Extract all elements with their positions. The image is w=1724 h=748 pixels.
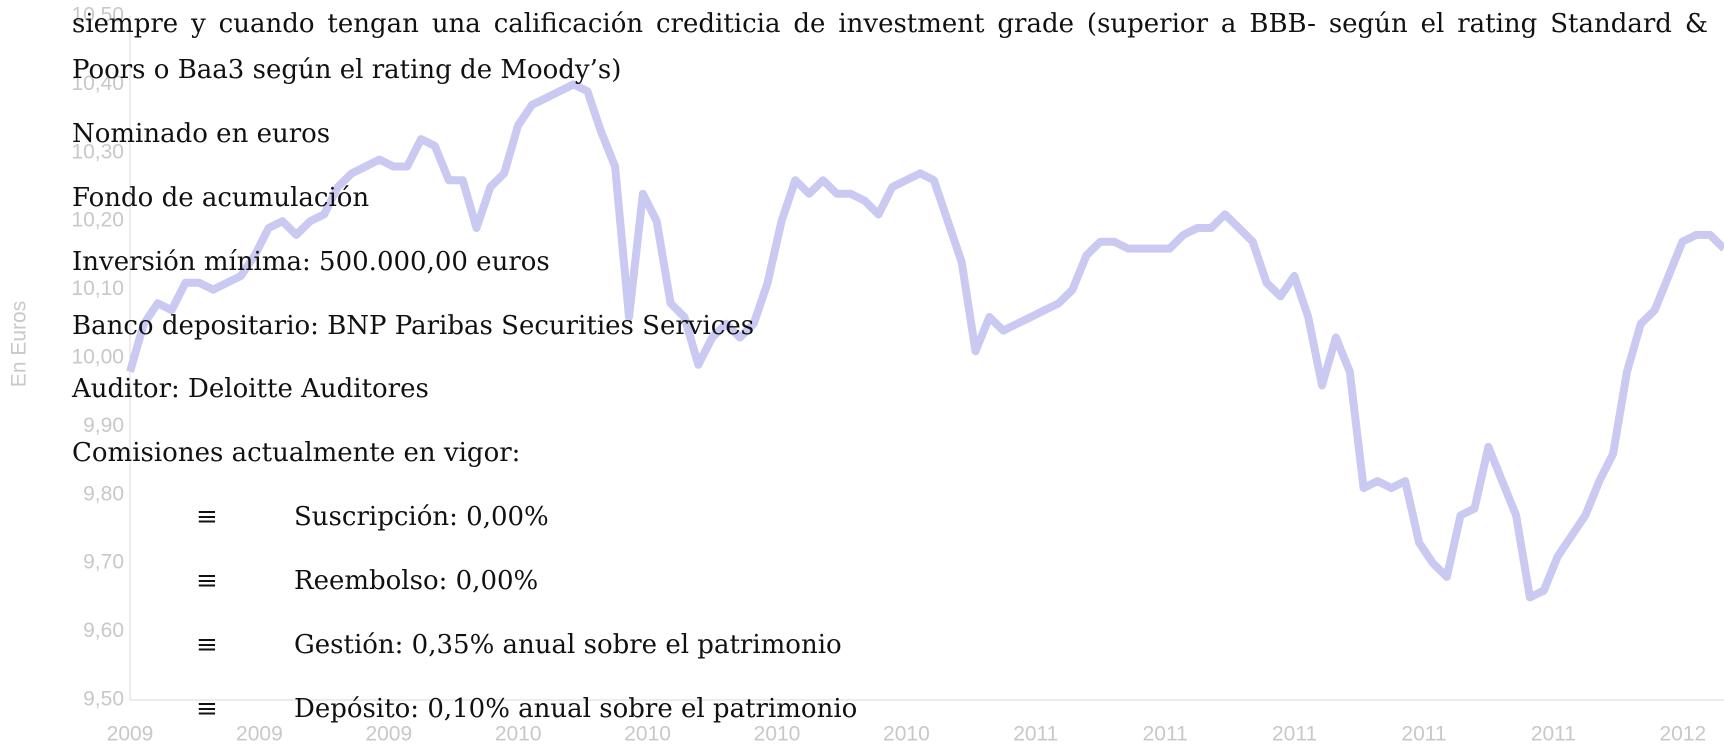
paragraph: Inversión mínima: 500.000,00 euros: [72, 247, 550, 277]
bullet-marker: ≡: [196, 694, 218, 724]
x-tick-label: 2010: [624, 723, 671, 746]
bullet-text: Suscripción: 0,00%: [294, 502, 549, 532]
x-tick-label: 2011: [1013, 723, 1058, 746]
x-tick-label: 2010: [883, 723, 930, 746]
y-tick-label: 10,50: [71, 4, 124, 27]
x-tick-label: 2011: [1143, 723, 1188, 746]
x-tick-label: 2012: [1659, 723, 1706, 746]
x-tick-label: 2010: [495, 723, 542, 746]
x-tick-label: 2011: [1401, 723, 1446, 746]
paragraph: Fondo de acumulación: [72, 183, 370, 213]
x-tick-label: 2010: [754, 723, 801, 746]
bullet-text: Gestión: 0,35% anual sobre el patrimonio: [294, 630, 842, 660]
y-tick-label: 10,00: [71, 346, 124, 369]
x-tick-label: 2011: [1531, 723, 1576, 746]
x-tick-label: 2009: [236, 723, 283, 746]
bullet-text: Depósito: 0,10% anual sobre el patrimoni…: [294, 694, 858, 724]
y-tick-label: 9,90: [83, 414, 124, 437]
paragraph: Nominado en euros: [72, 119, 331, 149]
y-tick-label: 10,30: [71, 140, 124, 163]
paragraph: siempre y cuando tengan una calificación…: [72, 9, 1708, 85]
bullet-marker: ≡: [196, 566, 218, 596]
paragraph: Auditor: Deloitte Auditores: [72, 374, 429, 404]
bullet-text: Reembolso: 0,00%: [294, 566, 539, 596]
price-line: [126, 80, 1724, 602]
x-tick-label: 2011: [1272, 723, 1317, 746]
y-tick-label: 9,50: [83, 688, 124, 711]
paragraph: Comisiones actualmente en vigor:: [72, 438, 521, 468]
y-tick-label: 9,70: [83, 551, 124, 574]
bullet-marker: ≡: [196, 630, 218, 660]
x-tick-label: 2009: [107, 723, 154, 746]
paragraph: Banco depositario: BNP Paribas Securitie…: [72, 311, 755, 341]
y-axis-label: En Euros: [8, 301, 31, 387]
y-tick-label: 9,80: [83, 482, 124, 505]
y-tick-label: 10,20: [71, 209, 124, 232]
y-tick-label: 10,10: [71, 277, 124, 300]
bullet-marker: ≡: [196, 502, 218, 532]
y-tick-label: 10,40: [71, 72, 124, 95]
x-tick-label: 2009: [365, 723, 412, 746]
y-tick-label: 9,60: [83, 619, 124, 642]
